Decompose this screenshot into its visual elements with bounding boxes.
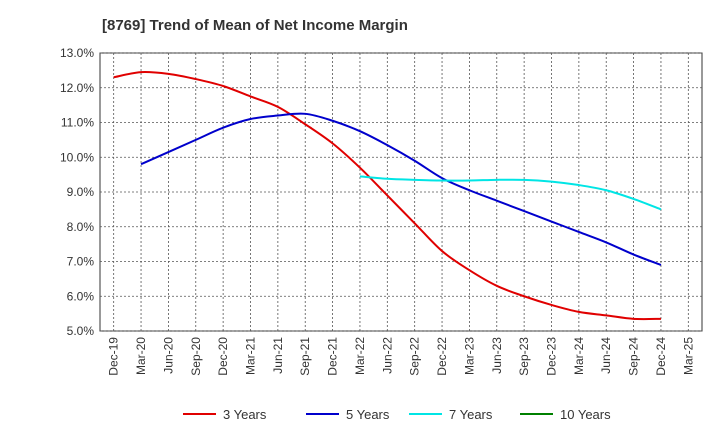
x-tick-label: Dec-22 — [435, 337, 449, 376]
x-tick-label: Sep-24 — [627, 337, 641, 376]
x-tick-label: Dec-24 — [654, 337, 668, 376]
series-line-7-years — [359, 175, 662, 211]
chart-title: [8769] Trend of Mean of Net Income Margi… — [102, 17, 408, 34]
legend: 3 Years 5 Years 7 Years 10 Years — [183, 407, 611, 422]
x-axis: Dec-19 Mar-20 Jun-20 Sep-20 Dec-20 Mar-21 Jun-… — [107, 337, 696, 376]
x-tick-label: Sep-20 — [189, 337, 203, 376]
y-tick-label: 12.0% — [60, 81, 94, 95]
x-tick-label: Mar-23 — [462, 337, 476, 375]
x-tick-label: Mar-20 — [134, 337, 148, 375]
y-tick-label: 9.0% — [67, 185, 95, 199]
x-tick-label: Sep-22 — [408, 337, 422, 376]
legend-label-5-years: 5 Years — [346, 407, 390, 422]
x-tick-label: Dec-20 — [216, 337, 230, 376]
x-tick-label: Mar-24 — [572, 337, 586, 375]
legend-label-10-years: 10 Years — [560, 407, 611, 422]
x-tick-label: Jun-22 — [380, 337, 394, 374]
x-tick-label: Jun-20 — [161, 337, 175, 374]
x-tick-label: Sep-23 — [517, 337, 531, 376]
y-axis: 5.0% 6.0% 7.0% 8.0% 9.0% 10.0% 11.0% 12.0% 13.0% — [60, 46, 94, 338]
x-tick-label: Mar-25 — [681, 337, 695, 375]
series-line-5-years — [140, 112, 662, 266]
y-tick-label: 10.0% — [60, 150, 94, 164]
legend-label-3-years: 3 Years — [223, 407, 267, 422]
series-lines — [113, 70, 662, 321]
x-tick-label: Jun-24 — [599, 337, 613, 374]
x-tick-label: Jun-21 — [271, 337, 285, 374]
x-tick-label: Dec-21 — [326, 337, 340, 376]
x-tick-label: Dec-23 — [545, 337, 559, 376]
grid-lines — [100, 52, 702, 332]
y-tick-label: 6.0% — [67, 289, 95, 303]
x-tick-label: Mar-22 — [353, 337, 367, 375]
legend-label-7-years: 7 Years — [449, 407, 493, 422]
y-tick-label: 11.0% — [61, 116, 94, 130]
series-line-3-years — [113, 70, 661, 321]
y-tick-label: 8.0% — [67, 220, 95, 234]
x-tick-label: Mar-21 — [244, 337, 258, 375]
y-tick-label: 13.0% — [60, 46, 94, 60]
y-tick-label: 5.0% — [67, 324, 95, 338]
x-tick-label: Jun-23 — [490, 337, 504, 374]
y-tick-label: 7.0% — [67, 255, 95, 269]
x-tick-label: Sep-21 — [298, 337, 312, 376]
x-tick-label: Dec-19 — [107, 337, 121, 376]
